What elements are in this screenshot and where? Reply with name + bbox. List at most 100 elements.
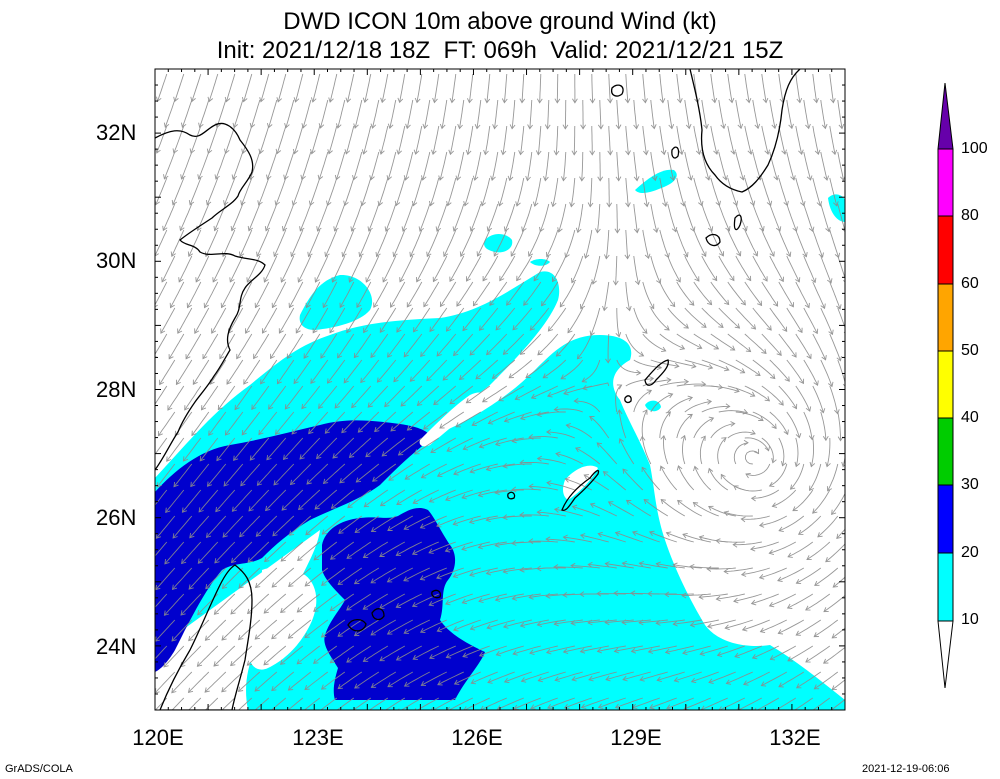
streamline-arrow [284,404,290,410]
streamline-arrow [320,353,326,359]
streamline [778,515,805,532]
streamline-arrow [406,302,412,308]
streamline [667,307,689,329]
streamline-arrow [822,658,829,664]
streamline-arrow [453,350,459,357]
streamline [820,255,832,284]
streamline-arrow [589,150,596,156]
streamline [205,567,227,590]
streamline [221,697,236,710]
streamline-arrow [512,325,518,331]
streamline-arrow [148,559,153,564]
streamline [769,593,797,607]
streamline-arrow [196,661,203,667]
streamline-arrow [624,254,631,260]
streamline-arrow [740,516,746,523]
streamline-arrow [362,656,369,662]
streamline-arrow [326,200,332,207]
streamline [305,281,321,308]
streamline [718,255,735,281]
streamline [330,645,355,664]
streamline-arrow [361,149,368,155]
streamline-arrow [778,682,784,688]
streamline [727,281,746,306]
streamline-arrow [775,226,782,232]
streamline-arrow [197,558,203,564]
streamline [409,359,431,382]
streamline [155,619,176,642]
streamline-arrow [571,504,578,511]
streamline [459,359,482,380]
streamline-arrow [230,609,236,615]
streamline [657,671,685,681]
streamline [272,281,287,308]
streamline [216,99,227,128]
streamline-arrow [237,634,244,641]
streamline [761,177,772,206]
streamline-arrow [379,149,385,155]
streamline [735,411,764,421]
streamline-arrow [532,201,539,207]
streamline [737,697,763,710]
streamline-arrow [760,681,767,687]
streamline-arrow [607,150,613,156]
streamline [258,177,270,206]
streamline [430,177,440,206]
streamline [382,255,397,283]
streamline [346,593,372,611]
streamline-arrow [362,553,369,558]
streamline [529,99,533,129]
streamline [787,593,814,609]
streamline-arrow [411,200,418,207]
streamline-arrow [703,123,709,130]
streamline-arrow [448,149,455,156]
streamline [241,411,261,436]
streamline [718,307,740,329]
streamline [633,203,638,233]
streamline-arrow [238,583,244,589]
streamline-arrow [527,124,533,130]
streamline-arrow [649,303,655,310]
streamline [571,255,584,283]
streamline-arrow [462,445,469,451]
streamline [608,501,635,517]
streamline [503,619,532,628]
streamline [727,333,751,352]
streamline-arrow [261,328,267,334]
streamline-arrow [805,657,811,663]
streamline-arrow [240,200,246,206]
streamline-arrow [683,251,689,258]
streamline-arrow [723,510,730,517]
streamline-arrow [326,378,333,384]
streamline [639,671,668,681]
streamline-arrow [666,377,672,383]
streamline [283,437,304,460]
streamline [222,515,244,538]
streamline-arrow [515,201,521,207]
streamline-arrow [369,175,375,181]
streamline-arrow [449,399,455,405]
streamline-arrow [436,574,442,580]
streamline [798,515,822,535]
streamline [537,458,566,465]
streamline [321,671,346,690]
streamline [521,73,525,103]
streamline-arrow [246,608,253,615]
streamline-arrow [634,279,641,286]
streamline-arrow [462,325,468,332]
streamline-arrow [284,122,290,129]
streamline-arrow [461,493,467,500]
streamline-arrow [231,174,238,180]
streamline [735,151,744,180]
streamline [453,333,474,356]
streamline-arrow [519,622,526,628]
streamline-arrow [757,300,763,307]
streamline [421,671,447,686]
streamline-arrow [246,277,252,283]
streamline-arrow [367,226,373,232]
streamline-arrow [790,175,796,181]
streamline-arrow [204,687,210,693]
streamline-arrow [795,578,802,585]
streamline-arrow [706,299,713,306]
streamline [461,541,490,550]
